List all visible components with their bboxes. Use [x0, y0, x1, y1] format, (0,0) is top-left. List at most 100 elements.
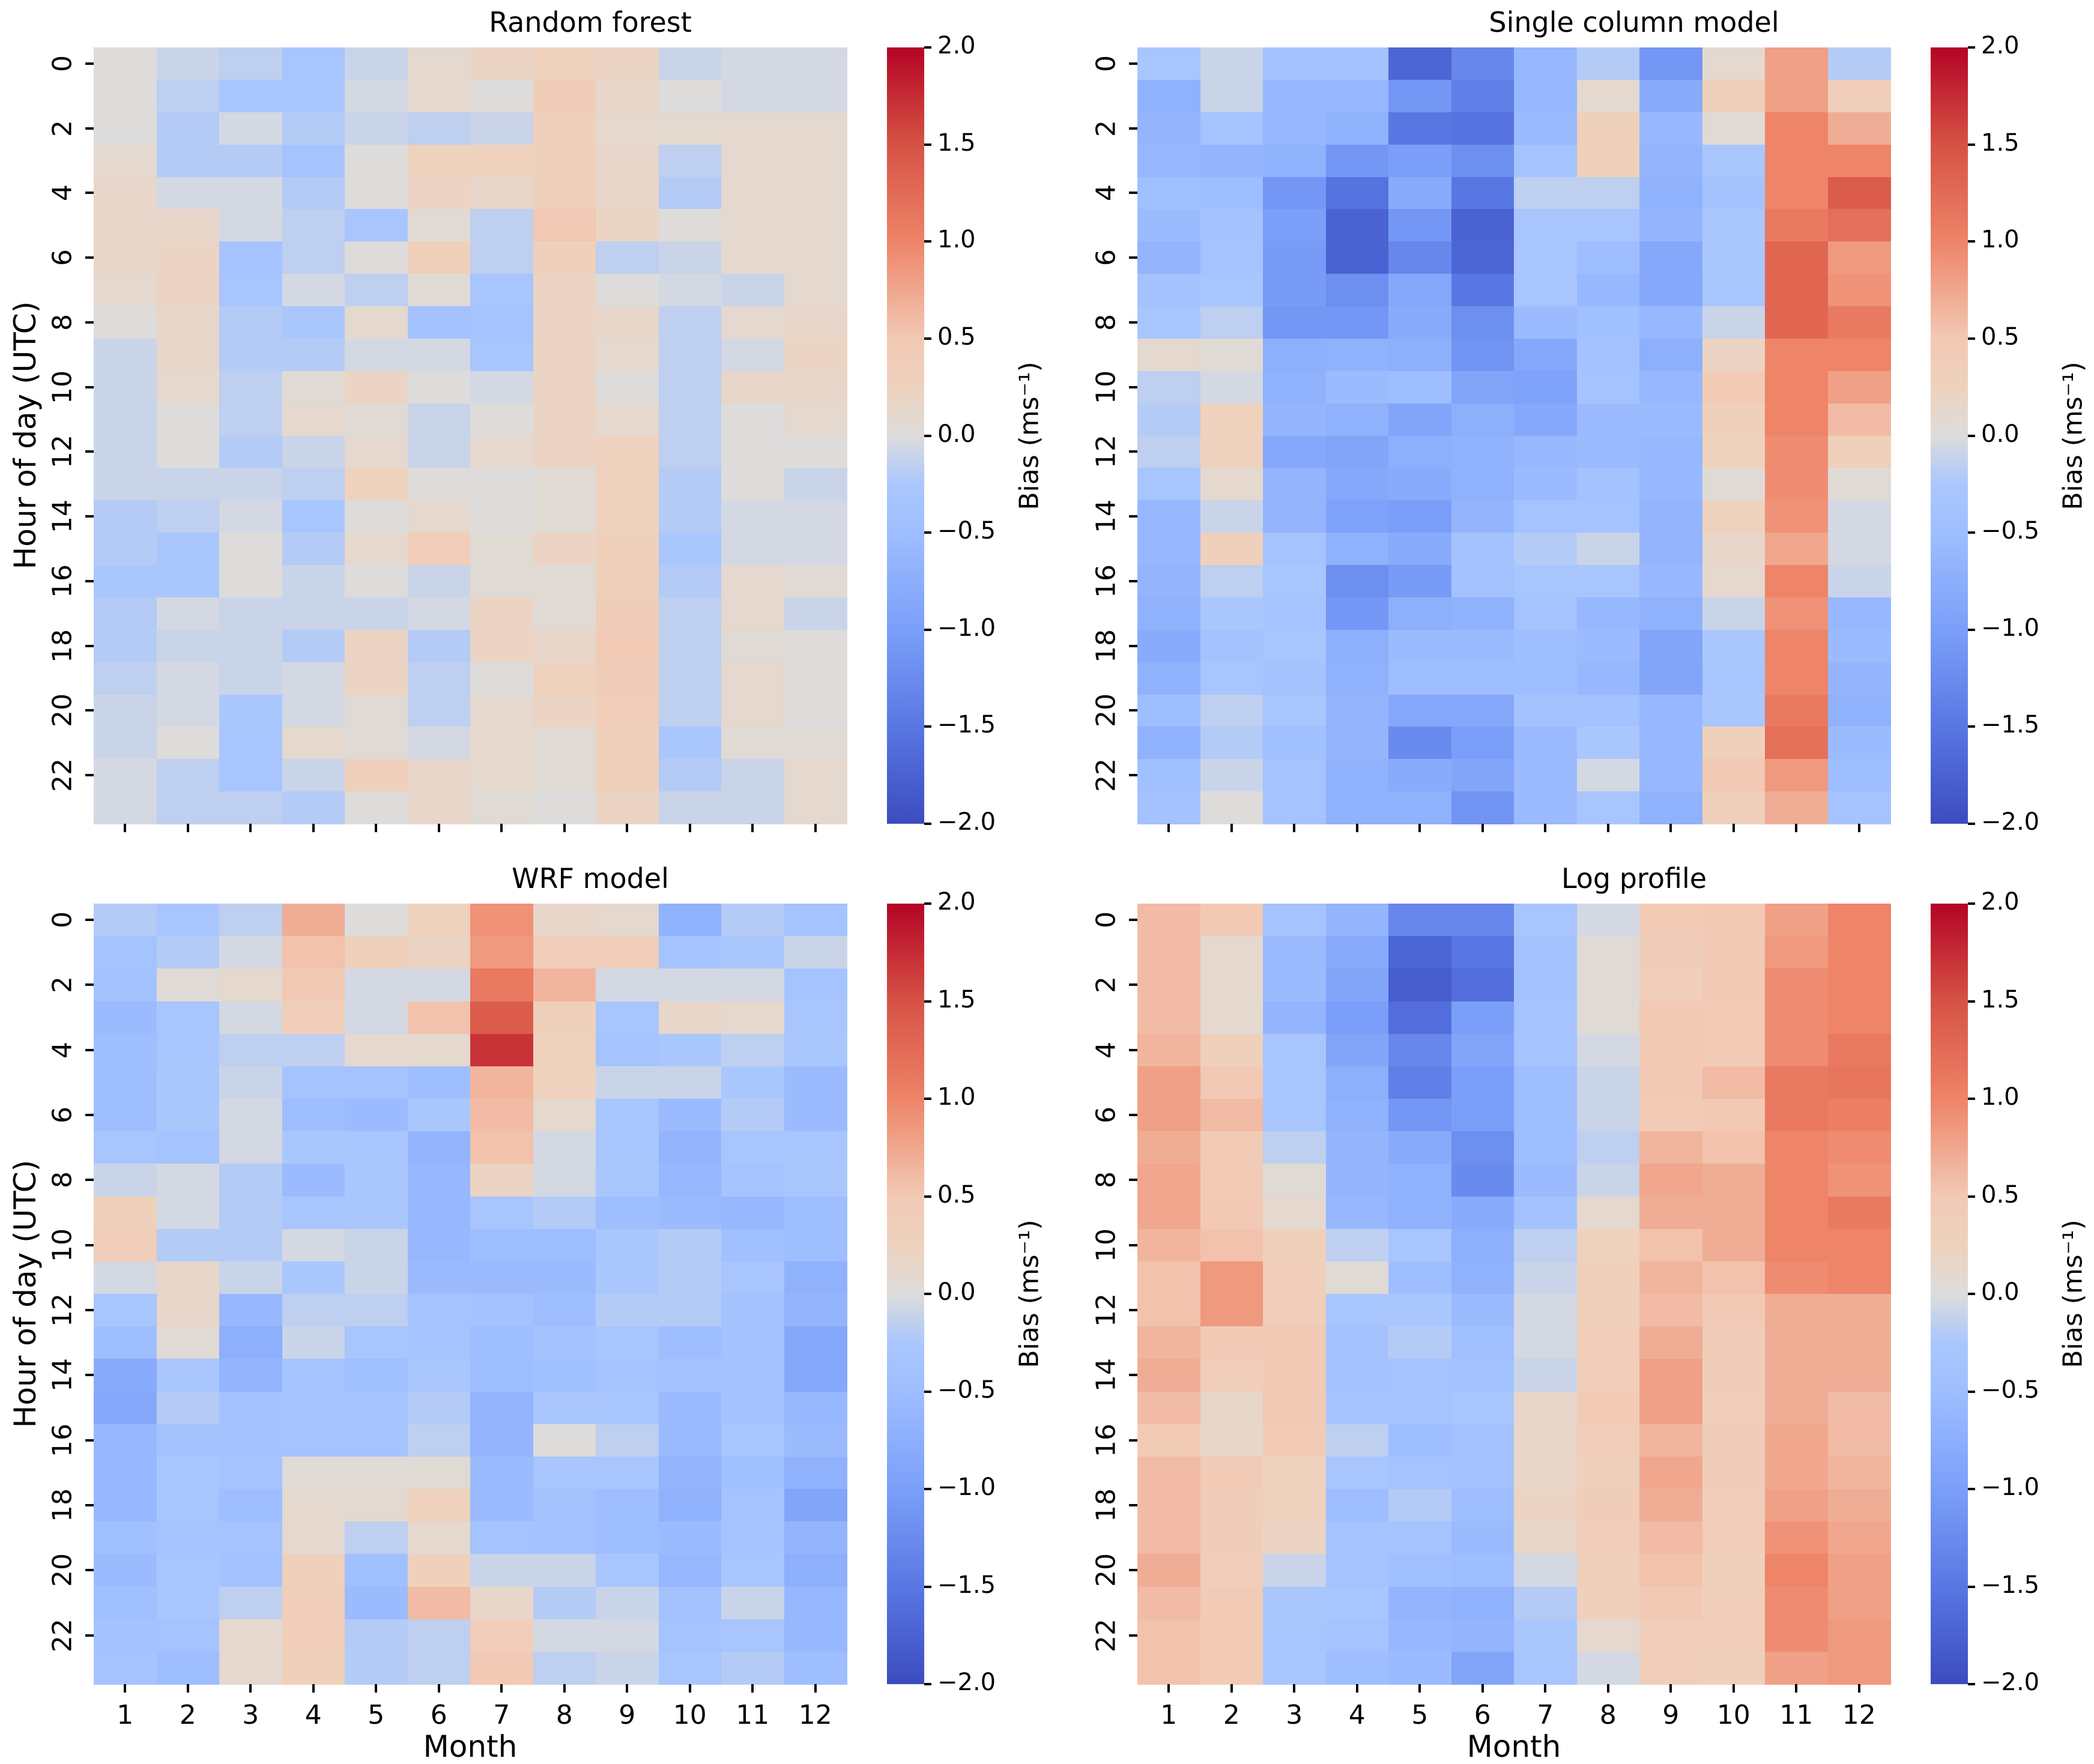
heatmap-cell [282, 968, 345, 1002]
heatmap-cell [94, 533, 157, 566]
heatmap-cell [345, 1131, 408, 1164]
heatmap-cell [156, 904, 220, 937]
y-tick-label: 6 [47, 249, 78, 267]
heatmap-cell [1200, 904, 1263, 937]
heatmap-cell [721, 1294, 785, 1327]
heatmap-cell [1576, 209, 1640, 242]
heatmap-cell [1702, 1586, 1766, 1620]
heatmap-cell [156, 1456, 220, 1490]
heatmap-cell [658, 1228, 722, 1262]
heatmap-cell [470, 791, 534, 824]
heatmap-cell [1388, 726, 1452, 760]
heatmap-cell [658, 694, 722, 727]
heatmap-cell [1263, 565, 1327, 598]
heatmap-cell [1263, 694, 1327, 727]
heatmap-cell [1325, 565, 1389, 598]
heatmap-cell [1325, 1619, 1389, 1652]
heatmap-cell [1137, 694, 1201, 727]
x-tick-mark [751, 824, 754, 832]
heatmap-cell [1263, 726, 1327, 760]
heatmap-cell [1325, 306, 1389, 339]
heatmap-cell [1514, 144, 1578, 178]
heatmap-cell [219, 1131, 283, 1164]
heatmap-cell [407, 533, 471, 566]
heatmap-cell [533, 1521, 596, 1554]
heatmap-cell [533, 1066, 596, 1099]
heatmap-cell [596, 1261, 659, 1294]
heatmap-cell [1200, 144, 1263, 178]
heatmap-cell [1702, 1359, 1766, 1392]
heatmap-cell [1137, 1294, 1201, 1327]
heatmap-cell [1514, 597, 1578, 630]
heatmap-cell [1200, 1424, 1263, 1457]
heatmap-cell [784, 1001, 847, 1035]
heatmap-cell [407, 47, 471, 80]
heatmap-cell [1137, 79, 1201, 113]
heatmap-cell [1137, 759, 1201, 792]
heatmap-cell [1137, 726, 1201, 760]
heatmap-cell [1388, 1033, 1452, 1067]
heatmap-cell [1451, 79, 1515, 113]
heatmap-cell [345, 726, 408, 760]
heatmap-cell [1514, 1196, 1578, 1230]
heatmap-cell [533, 1294, 596, 1327]
heatmap-cell [1137, 47, 1201, 80]
heatmap-cell [1827, 274, 1891, 307]
heatmap-cell [1451, 370, 1515, 404]
heatmap-cell [94, 1326, 157, 1359]
heatmap-cell [1200, 241, 1263, 274]
heatmap-cell [345, 274, 408, 307]
heatmap-cell [1827, 1196, 1891, 1230]
y-tick-label: 20 [1091, 1553, 1122, 1587]
heatmap-cell [282, 500, 345, 533]
heatmap-cell [1388, 370, 1452, 404]
heatmap-cell [219, 1359, 283, 1392]
heatmap-cell [1827, 370, 1891, 404]
colorbar-tick-mark [924, 1293, 931, 1295]
heatmap-cell [1639, 79, 1703, 113]
heatmap-cell [470, 1521, 534, 1554]
heatmap-cell [721, 1066, 785, 1099]
heatmap-cell [1263, 1651, 1327, 1685]
heatmap-cell [1325, 759, 1389, 792]
heatmap-cell [1639, 904, 1703, 937]
heatmap-cell [1765, 1228, 1829, 1262]
x-tick-mark [1669, 824, 1672, 832]
heatmap-cell [1388, 629, 1452, 663]
y-tick-label: 18 [1091, 629, 1122, 663]
heatmap-cell [658, 1261, 722, 1294]
heatmap-cell [156, 177, 220, 210]
y-tick-label: 2 [1091, 119, 1122, 137]
y-tick-mark [1129, 579, 1137, 582]
heatmap-cell [219, 306, 283, 339]
heatmap-cell [596, 694, 659, 727]
heatmap-cell [533, 1131, 596, 1164]
y-tick-label: 14 [47, 500, 78, 534]
heatmap-cell [345, 144, 408, 178]
heatmap-cell [1200, 968, 1263, 1002]
heatmap-cell [658, 1391, 722, 1425]
heatmap-cell [1639, 629, 1703, 663]
heatmap-cell [533, 533, 596, 566]
heatmap-cell [1325, 726, 1389, 760]
heatmap-cell [1827, 629, 1891, 663]
heatmap-cell [1325, 1099, 1389, 1132]
heatmap-cell [1514, 694, 1578, 727]
heatmap-cell [345, 1651, 408, 1685]
heatmap-cell [219, 370, 283, 404]
y-tick-mark [85, 983, 94, 986]
heatmap-cell [1325, 1228, 1389, 1262]
heatmap-cell [1263, 306, 1327, 339]
heatmap-cell [658, 936, 722, 969]
colorbar-tick-label: 1.5 [937, 128, 976, 157]
heatmap-cell [219, 1651, 283, 1685]
heatmap-cell [1137, 1359, 1201, 1392]
heatmap-cell [470, 1294, 534, 1327]
y-tick-mark [85, 1569, 94, 1572]
x-tick-label: 10 [673, 1700, 707, 1730]
heatmap-cell [1200, 1554, 1263, 1587]
heatmap-cell [1702, 904, 1766, 937]
heatmap-cell [407, 79, 471, 113]
heatmap-cell [721, 759, 785, 792]
heatmap-cell [1576, 759, 1640, 792]
